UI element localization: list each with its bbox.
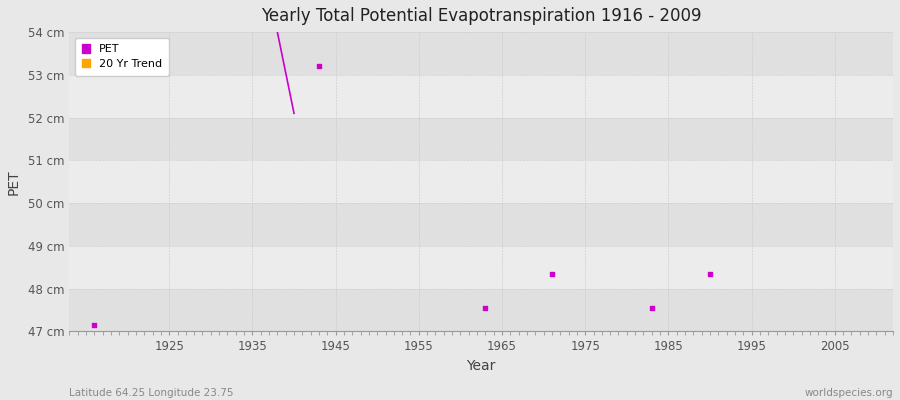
Bar xyxy=(69,289,893,332)
Point xyxy=(703,270,717,277)
Title: Yearly Total Potential Evapotranspiration 1916 - 2009: Yearly Total Potential Evapotranspiratio… xyxy=(261,7,701,25)
Bar xyxy=(69,118,893,160)
Point xyxy=(311,63,326,70)
Bar xyxy=(69,160,893,203)
Y-axis label: PET: PET xyxy=(7,169,21,194)
Point xyxy=(87,322,102,328)
Bar xyxy=(69,246,893,289)
X-axis label: Year: Year xyxy=(466,359,496,373)
Text: Latitude 64.25 Longitude 23.75: Latitude 64.25 Longitude 23.75 xyxy=(69,388,234,398)
Bar xyxy=(69,203,893,246)
Bar xyxy=(69,75,893,118)
Point xyxy=(544,270,559,277)
Text: worldspecies.org: worldspecies.org xyxy=(805,388,893,398)
Legend: PET, 20 Yr Trend: PET, 20 Yr Trend xyxy=(75,38,169,76)
Bar xyxy=(69,32,893,75)
Point xyxy=(644,305,659,311)
Point xyxy=(478,305,492,311)
